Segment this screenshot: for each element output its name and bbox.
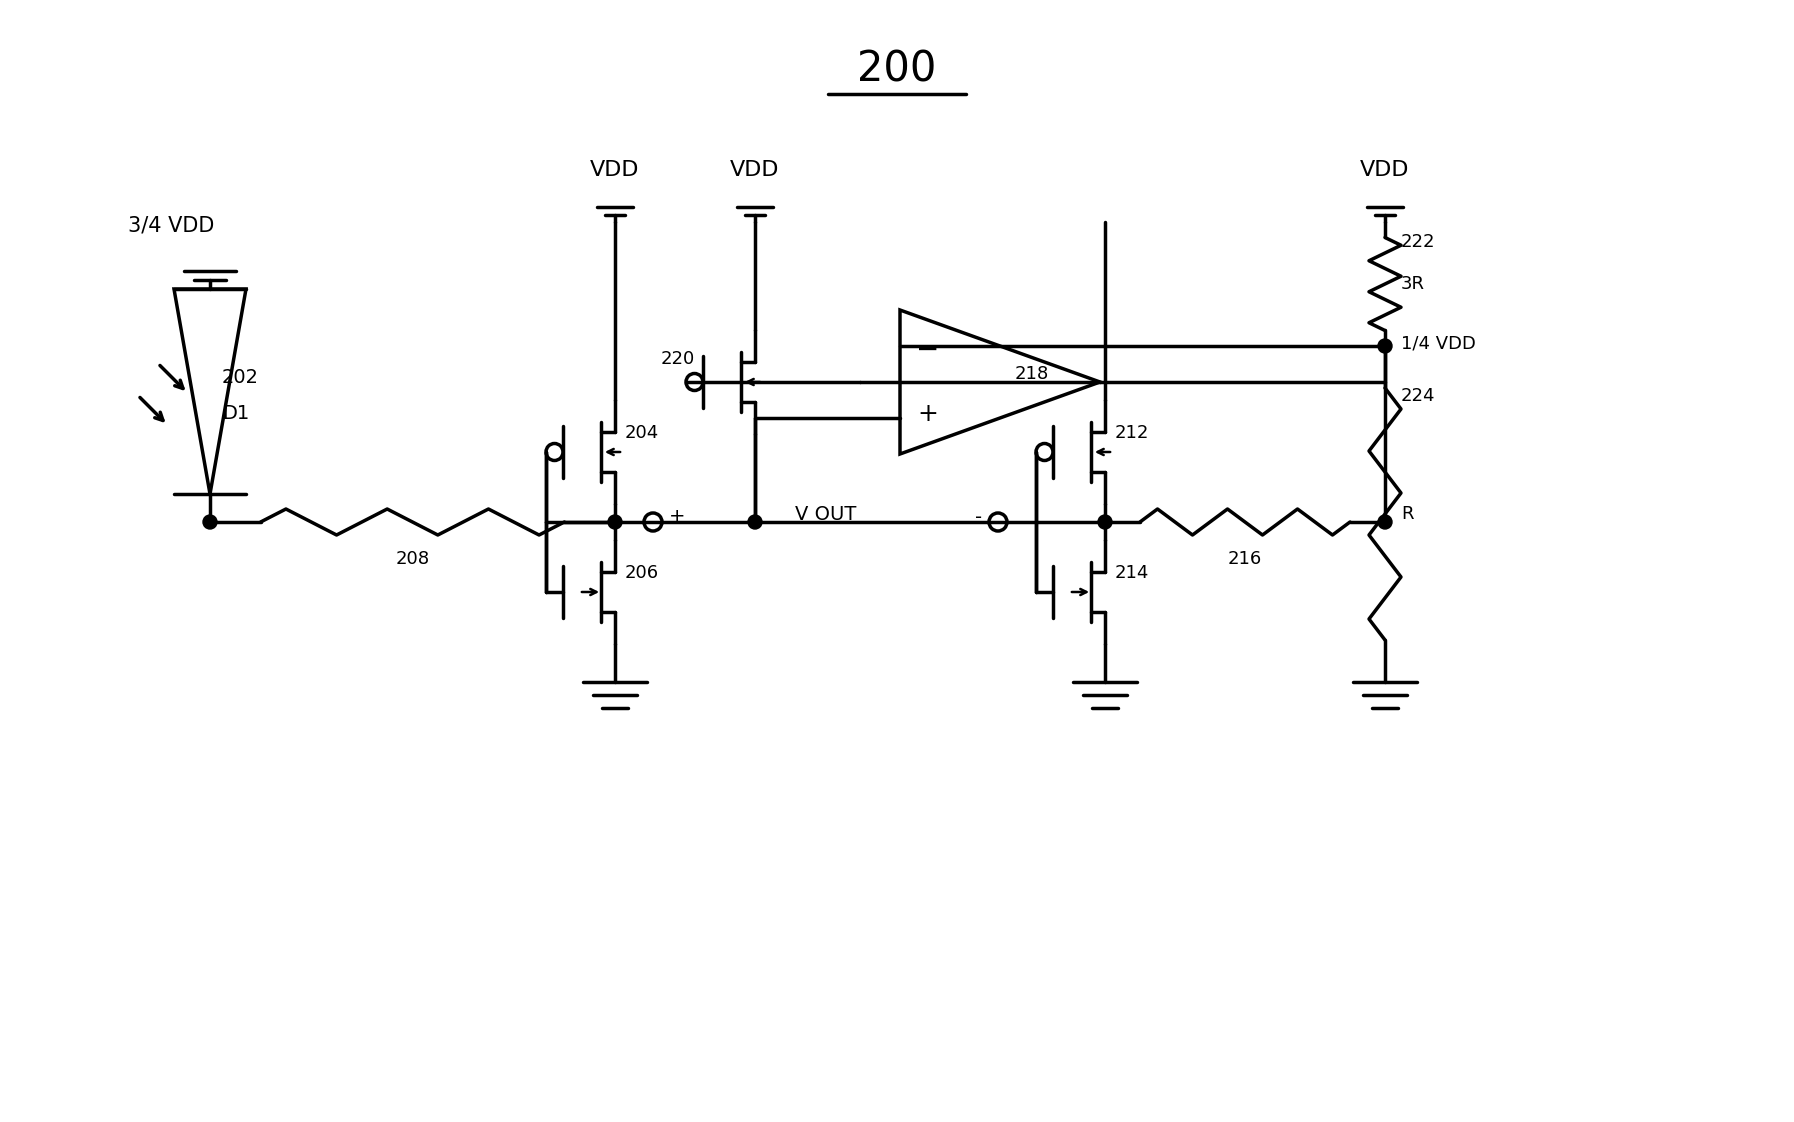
Text: −: − [917, 335, 940, 364]
Circle shape [748, 515, 762, 528]
Text: VDD: VDD [730, 160, 780, 180]
Text: +: + [669, 507, 685, 526]
Text: VDD: VDD [590, 160, 640, 180]
Text: 3/4 VDD: 3/4 VDD [127, 215, 213, 234]
Text: 202: 202 [222, 368, 258, 387]
Text: 222: 222 [1401, 233, 1435, 251]
Text: -: - [974, 507, 981, 526]
Text: 3R: 3R [1401, 275, 1424, 293]
Text: 208: 208 [395, 550, 429, 568]
Text: 204: 204 [624, 424, 658, 442]
Text: 200: 200 [858, 49, 936, 91]
Circle shape [608, 515, 623, 528]
Text: D1: D1 [222, 404, 249, 423]
Text: +: + [917, 402, 938, 426]
Text: 212: 212 [1116, 424, 1150, 442]
Text: 214: 214 [1116, 564, 1150, 582]
Circle shape [1378, 339, 1392, 353]
Text: 206: 206 [624, 564, 658, 582]
Text: 224: 224 [1401, 387, 1435, 405]
Text: 216: 216 [1227, 550, 1263, 568]
Text: 218: 218 [1015, 365, 1049, 383]
Text: 220: 220 [660, 350, 694, 368]
Text: VDD: VDD [1360, 160, 1410, 180]
Circle shape [1098, 515, 1112, 528]
Text: V OUT: V OUT [795, 505, 856, 524]
Text: R: R [1401, 505, 1414, 523]
Circle shape [203, 515, 217, 528]
Text: 1/4 VDD: 1/4 VDD [1401, 335, 1476, 353]
Circle shape [1378, 515, 1392, 528]
